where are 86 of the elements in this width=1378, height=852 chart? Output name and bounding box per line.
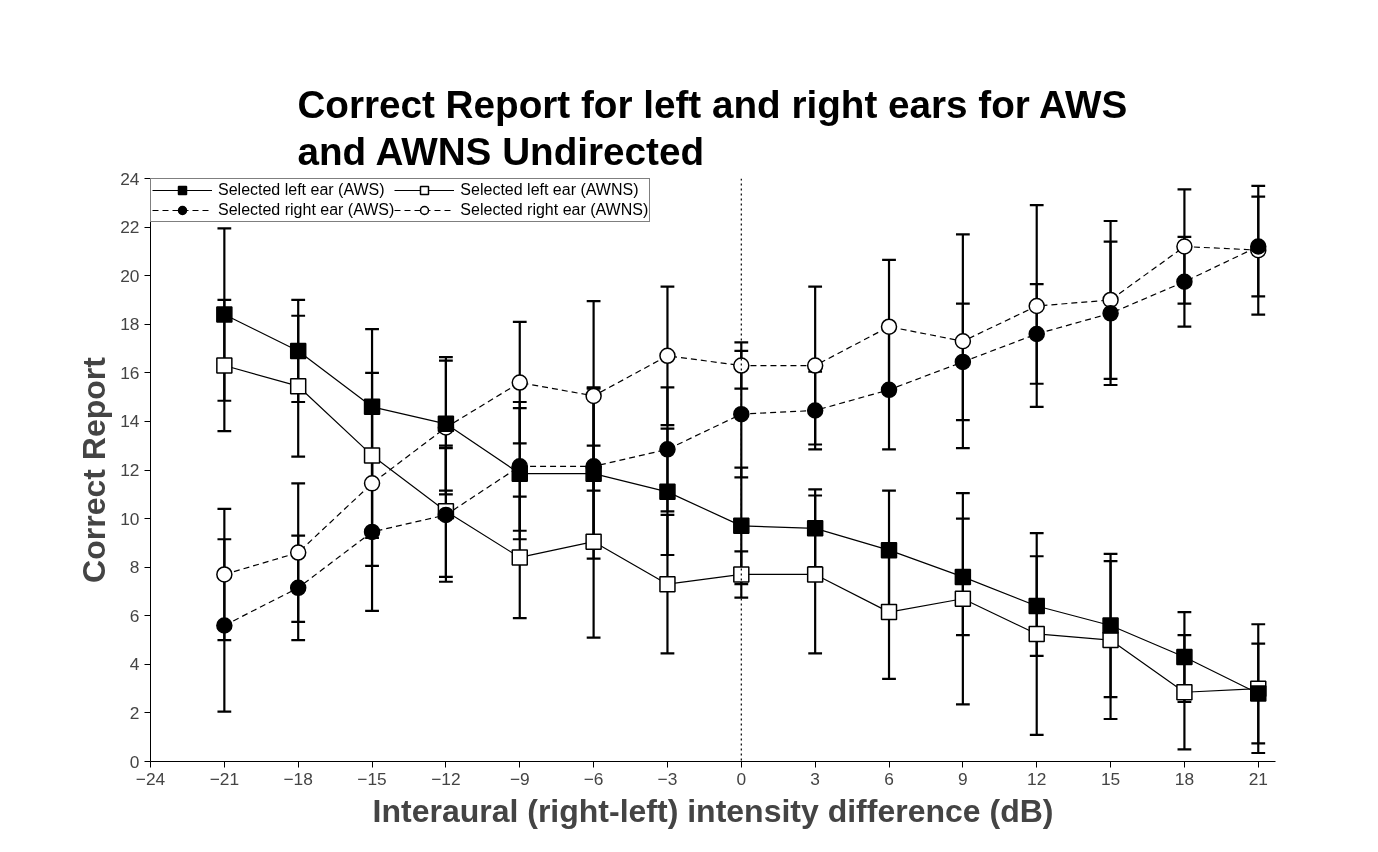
x-tick-label: 6 — [884, 768, 894, 789]
point — [1028, 325, 1045, 343]
point — [585, 465, 602, 482]
x-tick-label: −18 — [283, 768, 313, 789]
x-tick-label: 18 — [1174, 768, 1195, 789]
point — [216, 617, 233, 634]
point — [659, 483, 676, 501]
point — [1176, 648, 1193, 666]
point — [806, 566, 824, 583]
point — [289, 579, 307, 597]
point — [659, 575, 676, 593]
point — [733, 357, 750, 374]
legend-label: Selected right ear (AWNS) — [460, 200, 649, 220]
x-tick-label: 12 — [1027, 768, 1047, 789]
point — [511, 549, 529, 566]
point — [880, 541, 898, 559]
point — [659, 441, 676, 458]
point — [1028, 297, 1045, 315]
legend-label: Selected left ear (AWS) — [218, 180, 385, 200]
point — [585, 533, 602, 550]
point — [216, 357, 233, 374]
x-tick-label: 0 — [736, 768, 747, 789]
point — [1176, 238, 1193, 255]
point — [806, 520, 824, 537]
y-tick-label: 8 — [129, 557, 140, 578]
point — [806, 402, 824, 419]
x-tick-label: −6 — [583, 768, 604, 789]
point — [363, 398, 381, 416]
x-tick-label: −12 — [431, 768, 461, 789]
point — [806, 357, 824, 374]
point — [289, 342, 307, 360]
x-tick-label: 3 — [810, 768, 820, 789]
y-tick-label: 12 — [120, 460, 140, 480]
y-tick-label: 6 — [129, 605, 140, 626]
point — [216, 306, 233, 323]
y-tick-label: 14 — [120, 411, 140, 432]
point — [954, 590, 972, 607]
point — [733, 517, 750, 535]
point — [216, 566, 233, 583]
y-tick-label: 20 — [120, 265, 140, 286]
chart-title: Correct Report for left and right ears for AWS and AWNS Undirected — [297, 83, 1128, 174]
y-tick-label: 10 — [120, 508, 140, 529]
point — [1176, 273, 1193, 290]
point — [1250, 238, 1267, 255]
x-tick-label: −15 — [357, 768, 387, 789]
point — [511, 465, 529, 482]
y-tick-label: 4 — [129, 654, 140, 675]
point — [880, 318, 898, 335]
x-tick-label: −21 — [209, 768, 240, 789]
point — [1250, 685, 1267, 702]
point — [1028, 597, 1045, 615]
point — [585, 387, 602, 405]
y-tick-label: 16 — [120, 362, 140, 383]
point — [1028, 625, 1045, 643]
point — [733, 405, 750, 423]
point — [1176, 684, 1193, 701]
x-tick-label: 15 — [1100, 768, 1121, 789]
y-tick-label: 18 — [120, 314, 140, 335]
y-tick-label: 2 — [129, 702, 140, 723]
point — [954, 353, 972, 371]
point — [1102, 305, 1119, 322]
point — [954, 568, 972, 586]
x-tick-label: 21 — [1248, 768, 1268, 789]
y-tick-label: 22 — [120, 217, 140, 238]
point — [511, 374, 529, 391]
y-tick-label: 24 — [120, 168, 140, 189]
point — [659, 347, 676, 365]
legend-label: Selected left ear (AWNS) — [460, 180, 639, 200]
point — [880, 381, 898, 399]
point — [733, 566, 750, 583]
legend-label: Selected right ear (AWS) — [218, 200, 395, 220]
point — [289, 377, 307, 395]
x-tick-label: 9 — [958, 768, 968, 789]
point — [363, 475, 381, 492]
point — [437, 415, 455, 433]
point — [363, 447, 381, 464]
point — [437, 506, 455, 524]
point — [880, 603, 898, 621]
x-axis-title: Interaural (right-left) intensity difference (dB) — [372, 792, 1054, 829]
y-axis-title: Correct Report — [76, 356, 113, 583]
point — [289, 544, 307, 561]
x-tick-label: −9 — [509, 768, 530, 789]
point — [363, 523, 381, 541]
point — [954, 333, 972, 350]
point — [1102, 617, 1119, 634]
x-tick-label: −3 — [657, 768, 678, 789]
